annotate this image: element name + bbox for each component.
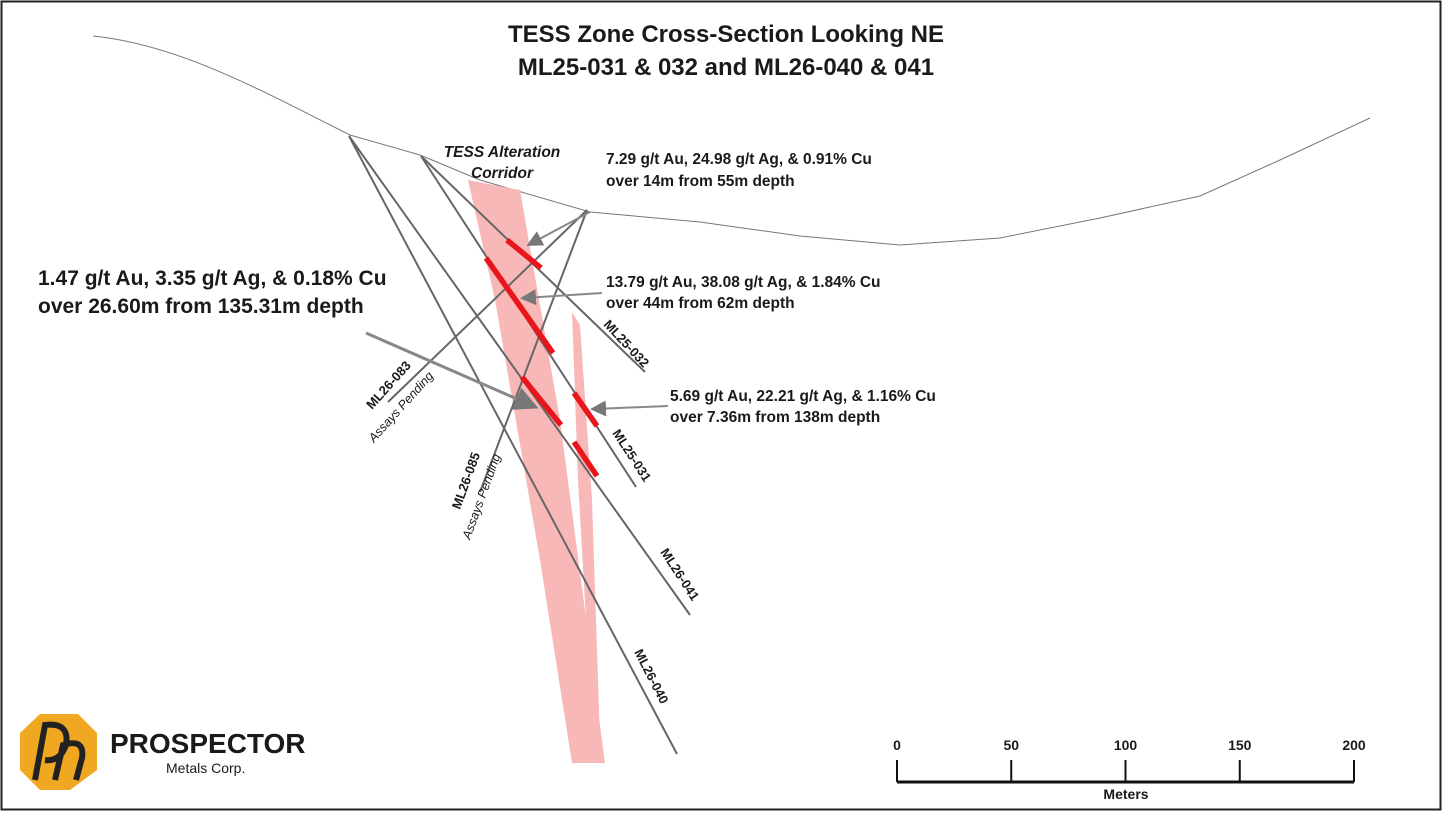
arrow (520, 289, 603, 306)
drill-hole (479, 209, 588, 493)
scale-tick-label: 150 (1228, 737, 1252, 753)
logo-name: PROSPECTOR (110, 728, 306, 759)
corridor-label: Corridor (471, 165, 534, 182)
title: TESS Zone Cross-Section Looking NE (508, 21, 944, 48)
subtitle: ML25-031 & 032 and ML26-040 & 041 (518, 54, 934, 81)
intercept-label: 5.69 g/t Au, 22.21 g/t Ag, & 1.16% Cu (670, 388, 936, 405)
logo: PROSPECTOR Metals Corp. (20, 714, 306, 790)
scale-tick-label: 100 (1114, 737, 1138, 753)
intercept-label: over 26.60m from 135.31m depth (38, 295, 364, 318)
alteration-corridor (468, 180, 605, 763)
scale-tick-label: 50 (1003, 737, 1019, 753)
intercept (571, 391, 600, 428)
intercept (505, 237, 543, 271)
drill-hole (348, 135, 691, 616)
intercept-label: over 7.36m from 138m depth (670, 409, 880, 426)
corridor-label: TESS Alteration (444, 144, 561, 161)
intercept (571, 440, 600, 478)
arrow (365, 331, 539, 410)
scale-unit: Meters (1103, 786, 1148, 802)
intercept-label: over 14m from 55m depth (606, 173, 795, 190)
intercept-label: 7.29 g/t Au, 24.98 g/t Ag, & 0.91% Cu (606, 151, 872, 168)
intercept-label: 13.79 g/t Au, 38.08 g/t Ag, & 1.84% Cu (606, 274, 881, 291)
intercept-label: 1.47 g/t Au, 3.35 g/t Ag, & 0.18% Cu (38, 267, 387, 290)
arrow (590, 400, 669, 417)
scale-tick-label: 200 (1342, 737, 1366, 753)
alteration-corridor (572, 312, 600, 740)
arrows (365, 211, 669, 417)
logo-glyph (32, 721, 86, 781)
arrow (526, 211, 591, 246)
intercepts (483, 237, 600, 478)
topography (92, 35, 1371, 246)
scale-bar: Meters 0 50 100 150 200 (893, 737, 1366, 802)
drill-hole (348, 135, 678, 755)
drill-hole (387, 209, 588, 403)
intercept (519, 375, 564, 427)
logo-sub: Metals Corp. (166, 760, 245, 776)
scale-tick-label: 0 (893, 737, 901, 753)
intercept (483, 256, 556, 355)
intercept-label: over 44m from 62m depth (606, 295, 795, 312)
